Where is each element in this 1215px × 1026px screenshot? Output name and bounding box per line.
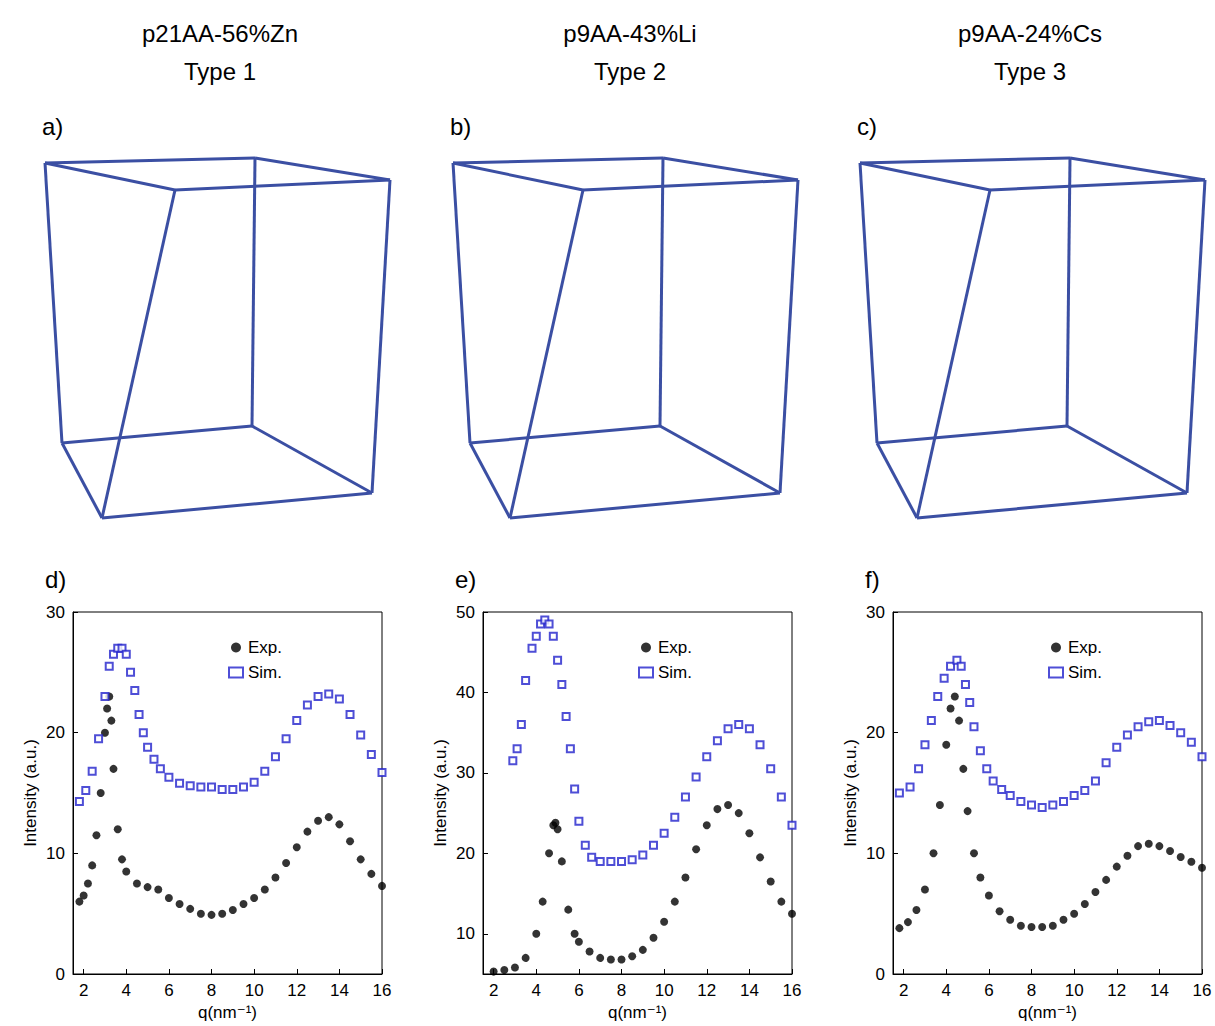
svg-text:16: 16 bbox=[783, 981, 802, 1000]
svg-text:8: 8 bbox=[617, 981, 626, 1000]
html-text:e): e) bbox=[455, 566, 477, 593]
svg-text:50: 50 bbox=[456, 603, 475, 622]
svg-text:20: 20 bbox=[46, 723, 65, 742]
svg-text:12: 12 bbox=[1107, 981, 1126, 1000]
svg-text:20: 20 bbox=[456, 844, 475, 863]
svg-text:8: 8 bbox=[207, 981, 216, 1000]
svg-text:10: 10 bbox=[866, 844, 885, 863]
svg-text:Type 1: Type 1 bbox=[184, 58, 256, 85]
svg-text:Sim.: Sim. bbox=[248, 663, 282, 682]
svg-text:2: 2 bbox=[899, 981, 908, 1000]
svg-text:Type 3: Type 3 bbox=[994, 58, 1066, 85]
svg-text:q(nm⁻¹): q(nm⁻¹) bbox=[608, 1003, 667, 1022]
svg-text:16: 16 bbox=[373, 981, 392, 1000]
svg-text:4: 4 bbox=[122, 981, 131, 1000]
svg-text:10: 10 bbox=[245, 981, 264, 1000]
svg-text:a): a) bbox=[42, 113, 63, 140]
svg-text:10: 10 bbox=[46, 844, 65, 863]
svg-text:12: 12 bbox=[697, 981, 716, 1000]
html-text:d): d) bbox=[45, 566, 67, 593]
svg-text:10: 10 bbox=[1065, 981, 1084, 1000]
svg-text:12: 12 bbox=[287, 981, 306, 1000]
svg-text:Intensity (a.u.): Intensity (a.u.) bbox=[431, 739, 450, 847]
svg-text:6: 6 bbox=[164, 981, 173, 1000]
svg-text:40: 40 bbox=[456, 683, 475, 702]
svg-text:q(nm⁻¹): q(nm⁻¹) bbox=[1018, 1003, 1077, 1022]
svg-text:10: 10 bbox=[456, 924, 475, 943]
svg-text:4: 4 bbox=[532, 981, 541, 1000]
svg-text:Exp.: Exp. bbox=[248, 638, 282, 657]
svg-text:30: 30 bbox=[46, 603, 65, 622]
svg-text:b): b) bbox=[450, 113, 471, 140]
svg-text:8: 8 bbox=[1027, 981, 1036, 1000]
svg-text:Type 2: Type 2 bbox=[594, 58, 666, 85]
svg-text:Intensity (a.u.): Intensity (a.u.) bbox=[841, 739, 860, 847]
svg-text:6: 6 bbox=[984, 981, 993, 1000]
svg-text:30: 30 bbox=[456, 763, 475, 782]
svg-text:30: 30 bbox=[866, 603, 885, 622]
svg-text:Intensity (a.u.): Intensity (a.u.) bbox=[21, 739, 40, 847]
svg-text:0: 0 bbox=[56, 965, 65, 984]
svg-text:c): c) bbox=[857, 113, 877, 140]
svg-text:p9AA-43%Li: p9AA-43%Li bbox=[563, 20, 696, 47]
svg-text:Sim.: Sim. bbox=[658, 663, 692, 682]
svg-text:4: 4 bbox=[942, 981, 951, 1000]
svg-text:10: 10 bbox=[655, 981, 674, 1000]
svg-text:Exp.: Exp. bbox=[658, 638, 692, 657]
svg-text:16: 16 bbox=[1193, 981, 1212, 1000]
svg-text:q(nm⁻¹): q(nm⁻¹) bbox=[198, 1003, 257, 1022]
svg-text:0: 0 bbox=[876, 965, 885, 984]
svg-text:p21AA-56%Zn: p21AA-56%Zn bbox=[142, 20, 298, 47]
svg-text:2: 2 bbox=[79, 981, 88, 1000]
svg-text:14: 14 bbox=[1150, 981, 1169, 1000]
svg-text:14: 14 bbox=[330, 981, 349, 1000]
svg-text:p9AA-24%Cs: p9AA-24%Cs bbox=[958, 20, 1102, 47]
html-text:f): f) bbox=[865, 566, 880, 593]
svg-text:14: 14 bbox=[740, 981, 759, 1000]
svg-text:20: 20 bbox=[866, 723, 885, 742]
svg-text:Sim.: Sim. bbox=[1068, 663, 1102, 682]
svg-text:6: 6 bbox=[574, 981, 583, 1000]
svg-text:2: 2 bbox=[489, 981, 498, 1000]
svg-text:Exp.: Exp. bbox=[1068, 638, 1102, 657]
